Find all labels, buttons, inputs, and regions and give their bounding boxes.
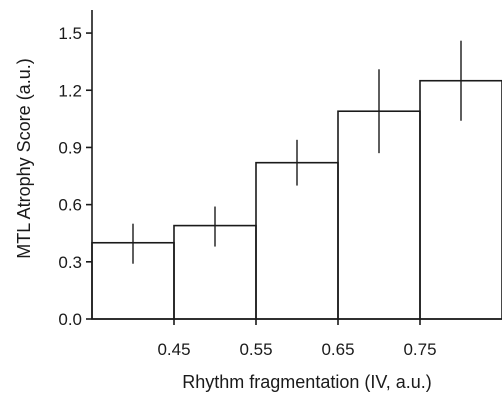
- y-tick-label: 1.5: [58, 24, 82, 43]
- x-ticks-layer: 0.45 0.55 0.65 0.75: [157, 319, 437, 359]
- y-tick-label: 0.0: [58, 310, 82, 329]
- bar: [255, 161, 339, 320]
- y-ticks-layer: 0.0 0.3 0.6 0.9 1.2 1.5: [58, 24, 92, 329]
- y-tick-label: 1.2: [58, 81, 82, 100]
- y-tick-label: 0.3: [58, 253, 82, 272]
- x-tick-label: 0.65: [321, 340, 354, 359]
- x-tick-label: 0.45: [157, 340, 190, 359]
- y-axis-label: MTL Atrophy Score (a.u.): [14, 58, 34, 258]
- y-tick-label: 0.9: [58, 138, 82, 157]
- bars-layer: [91, 79, 502, 320]
- y-tick-label: 0.6: [58, 196, 82, 215]
- error-bars-layer: [132, 40, 462, 264]
- x-tick-label: 0.75: [403, 340, 436, 359]
- x-tick-label: 0.55: [239, 340, 272, 359]
- x-axis-label: Rhythm fragmentation (IV, a.u.): [182, 372, 431, 392]
